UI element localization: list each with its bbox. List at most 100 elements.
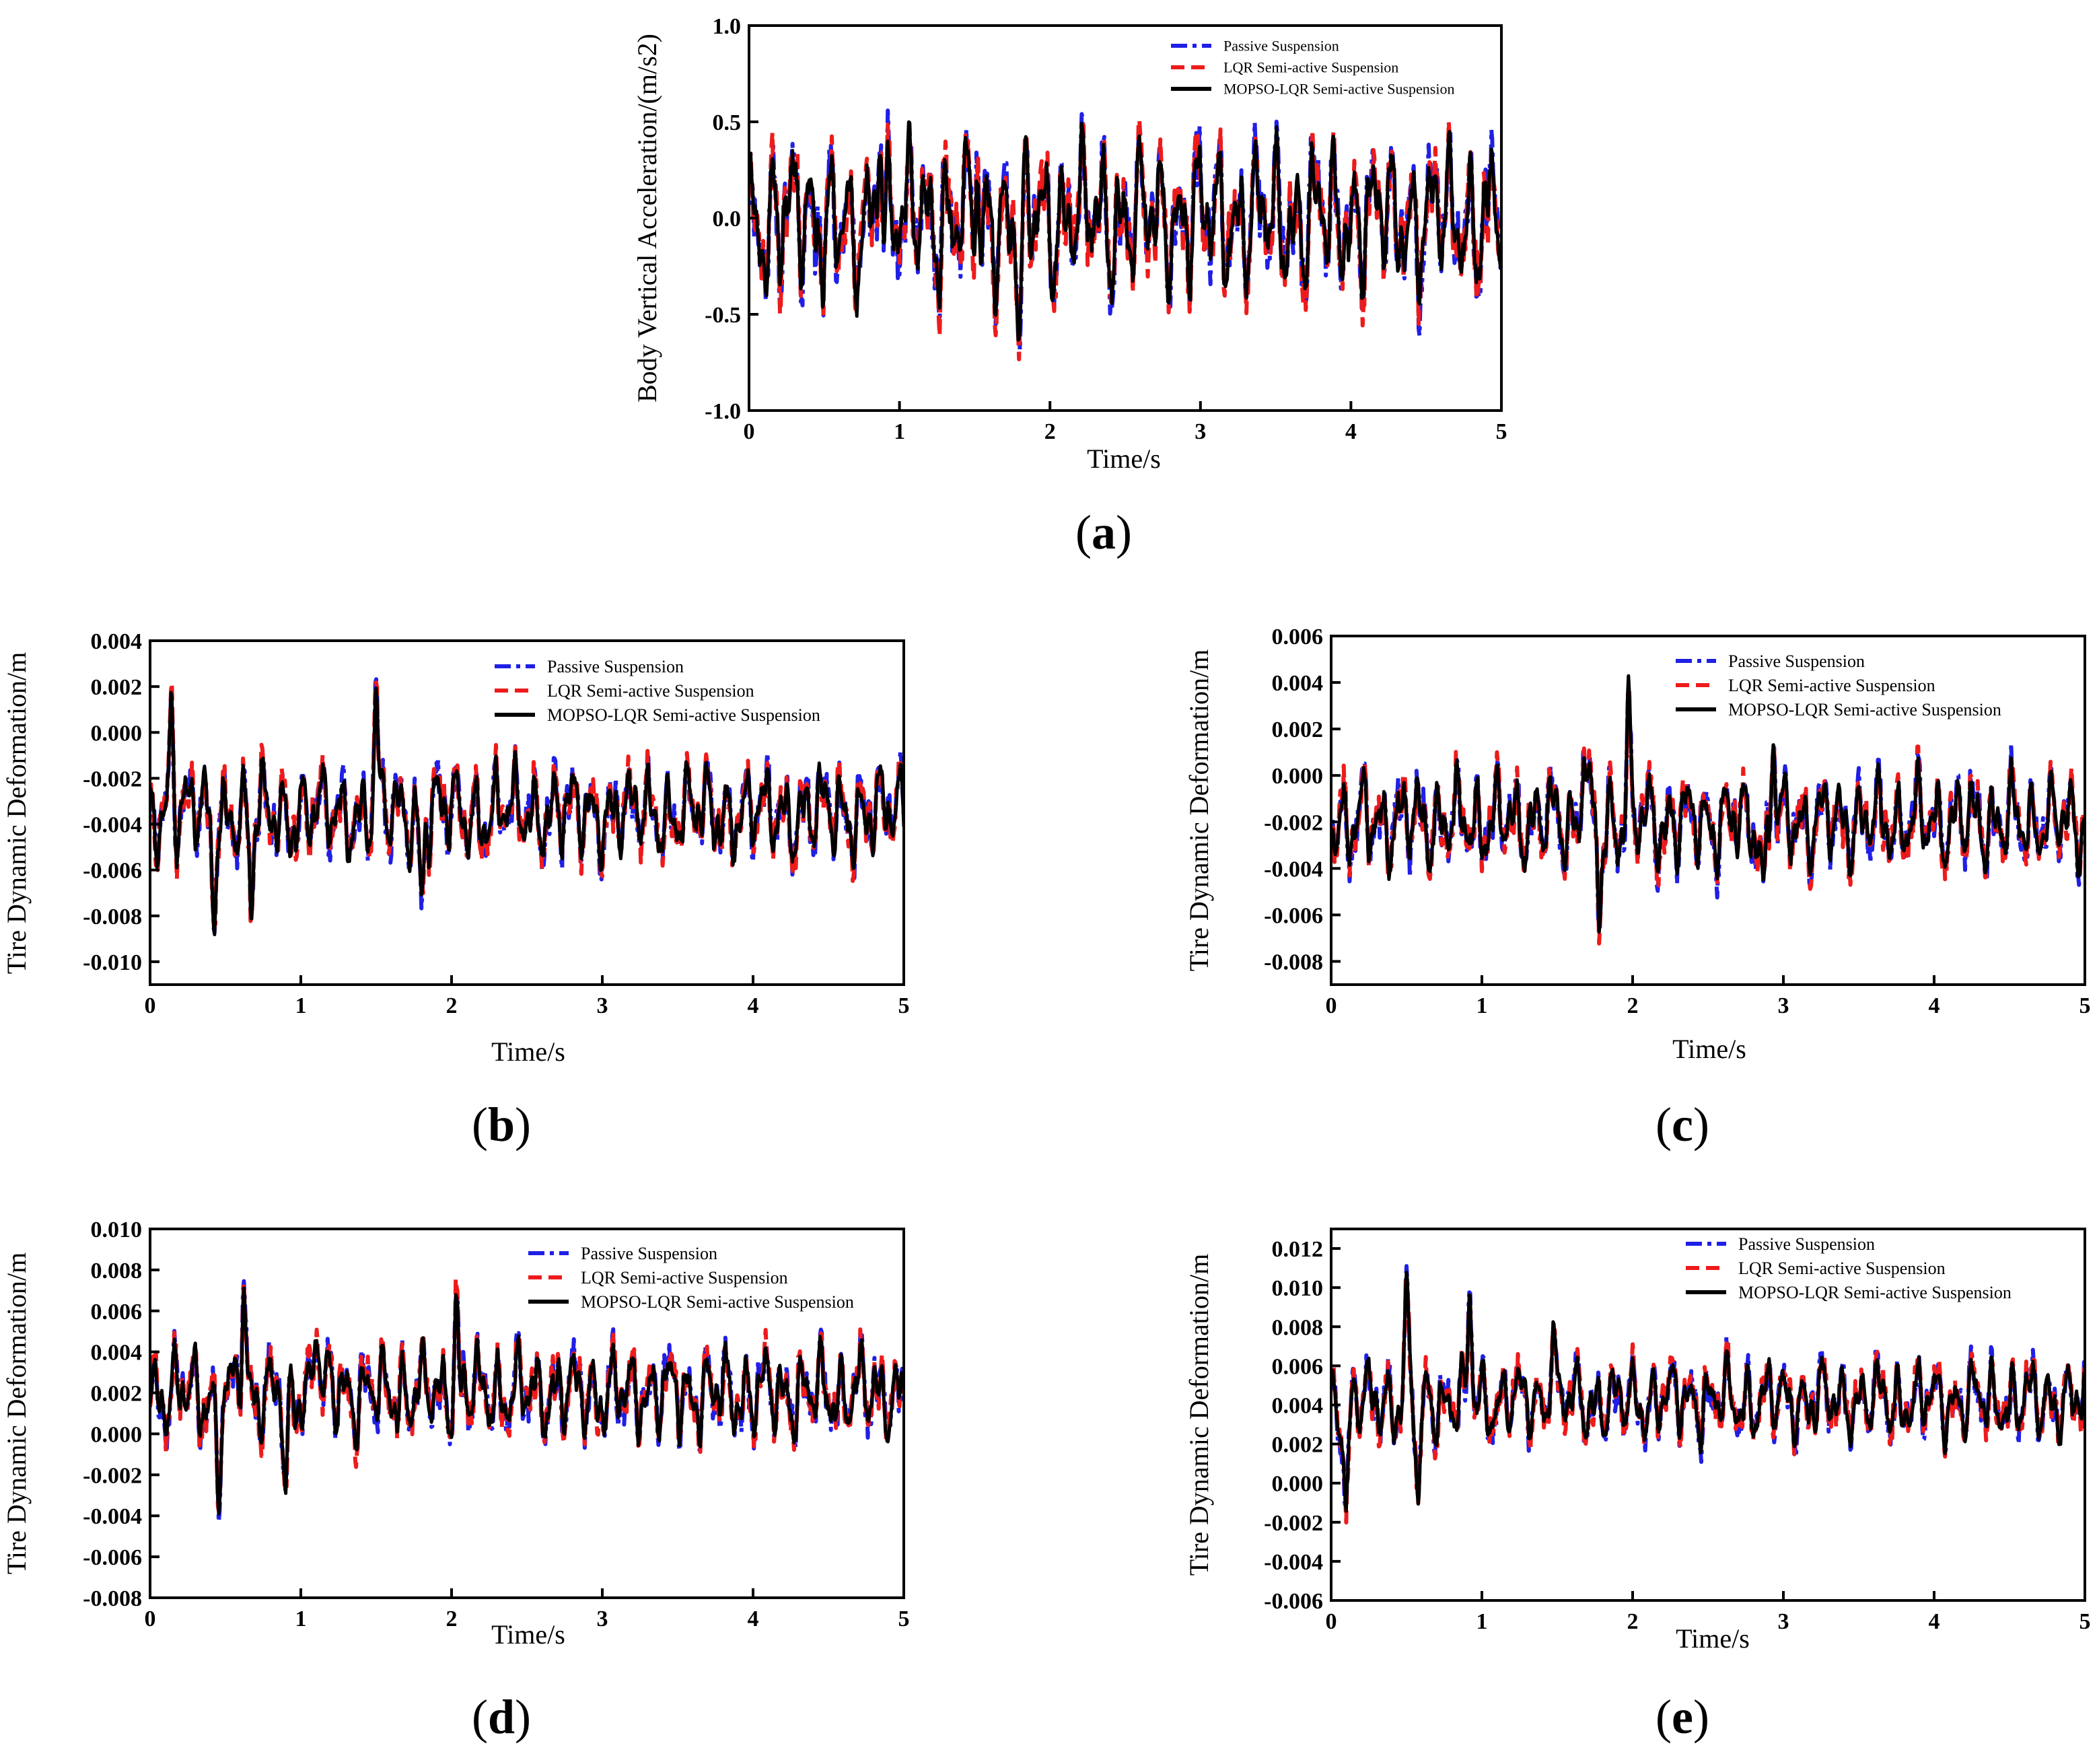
legend-label: LQR Semi-active Suspension <box>1728 676 1935 695</box>
x-tick-label: 1 <box>1477 993 1488 1018</box>
y-tick-label: 0.006 <box>1272 625 1324 649</box>
plot-frame <box>149 1228 905 1599</box>
x-tick-label: 5 <box>898 1607 910 1631</box>
y-tick-label: -0.004 <box>83 1504 142 1529</box>
panel-label-letter: a <box>1092 505 1116 559</box>
x-tick-label: 3 <box>597 1607 608 1631</box>
y-tick-label: -0.010 <box>83 950 142 975</box>
legend-label: LQR Semi-active Suspension <box>1738 1259 1946 1278</box>
y-tick-label: -0.006 <box>83 859 142 884</box>
legend-label: MOPSO-LQR Semi-active Suspension <box>1728 700 2001 719</box>
x-tick-label: 0 <box>145 993 156 1018</box>
x-axis-label: Time/s <box>1672 1034 1746 1064</box>
legend-label: LQR Semi-active Suspension <box>581 1268 788 1287</box>
x-tick-label: 0 <box>1326 1609 1337 1634</box>
panel-label-letter: b <box>488 1098 515 1152</box>
plot-frame <box>149 639 905 986</box>
x-axis-label: Time/s <box>1676 1623 1750 1654</box>
x-tick-label: 5 <box>898 993 910 1018</box>
y-tick-label: -0.004 <box>1264 857 1323 882</box>
panel-label-open: ( <box>472 1098 488 1152</box>
panel-label-close: ) <box>515 1690 531 1744</box>
chart-a: 0 1 2 3 4 5 -1.0 -0.5 0.0 0.5 1.0 Time/s Body Vertic… <box>632 14 1507 559</box>
series-line-mopso <box>150 686 904 937</box>
y-tick-label: 0.000 <box>91 721 143 746</box>
x-tick-label: 0 <box>1326 993 1337 1018</box>
x-tick-label: 2 <box>1627 1609 1639 1634</box>
x-tick-label: 5 <box>2079 1609 2091 1634</box>
panel-label-letter: c <box>1672 1098 1693 1152</box>
y-tick-label: -1.0 <box>705 399 741 424</box>
y-tick-label: -0.002 <box>1264 1511 1323 1536</box>
y-tick-label: -0.006 <box>1264 1589 1323 1614</box>
y-tick-label: -0.008 <box>1264 950 1323 975</box>
y-axis-label: Tire Dynamic Deformation/m <box>1184 1254 1214 1576</box>
y-tick-label: 0.006 <box>91 1300 143 1325</box>
series-line-mopso <box>749 120 1501 342</box>
panel-label: (d) <box>472 1690 531 1744</box>
panel-label-close: ) <box>1693 1098 1709 1152</box>
y-tick-label: -0.002 <box>1264 810 1323 835</box>
x-tick-label: 1 <box>295 1607 307 1631</box>
y-tick-label: 0.008 <box>1272 1315 1324 1340</box>
x-tick-label: 4 <box>748 1607 759 1631</box>
x-tick-label: 5 <box>1496 419 1507 444</box>
legend-label: Passive Suspension <box>547 657 684 676</box>
y-tick-label: -0.006 <box>83 1545 142 1570</box>
legend-label: MOPSO-LQR Semi-active Suspension <box>1738 1283 2012 1302</box>
y-axis-label: Tire Dynamic Deformation/m <box>1184 649 1214 971</box>
plot-frame <box>1330 635 2086 986</box>
x-tick-label: 1 <box>894 419 905 444</box>
y-tick-label: 0.002 <box>91 1382 143 1407</box>
y-tick-label: 0.000 <box>91 1422 143 1447</box>
y-tick-label: 0.5 <box>713 110 742 135</box>
x-tick-label: 0 <box>744 419 755 444</box>
legend-label: MOPSO-LQR Semi-active Suspension <box>581 1292 854 1312</box>
x-tick-label: 3 <box>597 993 608 1018</box>
legend-label: Passive Suspension <box>581 1244 717 1263</box>
x-tick-label: 4 <box>1929 993 1940 1018</box>
y-tick-label: 0.010 <box>91 1218 143 1242</box>
panel-label-open: ( <box>472 1690 488 1744</box>
y-tick-label: 0.000 <box>1272 1472 1324 1497</box>
panel-label: (a) <box>1075 505 1132 559</box>
x-tick-label: 2 <box>446 1607 458 1631</box>
y-tick-label: 0.002 <box>1272 717 1324 742</box>
panel-label-close: ) <box>1116 505 1132 559</box>
x-axis-label: Time/s <box>491 1619 565 1650</box>
y-tick-label: 0.010 <box>1272 1276 1324 1301</box>
panel-label-close: ) <box>1693 1690 1709 1744</box>
chart-b: 0 1 2 3 4 5 -0.010 -0.008 -0.006 -0.004 -0.002 0.00… <box>1 629 910 1152</box>
panel-label: (c) <box>1656 1098 1709 1152</box>
plot-frame <box>1330 1228 2086 1602</box>
y-tick-label: -0.5 <box>705 303 741 328</box>
chart-c: 0 1 2 3 4 5 -0.008 -0.006 -0.004 -0.002 0.000 0.002… <box>1184 625 2091 1152</box>
legend-label: LQR Semi-active Suspension <box>547 681 754 701</box>
y-tick-label: 0.008 <box>91 1259 143 1283</box>
y-tick-label: 0.006 <box>1272 1354 1324 1379</box>
legend-label: MOPSO-LQR Semi-active Suspension <box>547 705 820 725</box>
y-tick-label: 0.012 <box>1272 1237 1324 1262</box>
y-tick-label: 0.004 <box>1272 1393 1324 1418</box>
x-tick-label: 2 <box>1627 993 1639 1018</box>
panel-label-letter: e <box>1672 1690 1693 1744</box>
panel-label-close: ) <box>515 1098 531 1152</box>
x-tick-label: 3 <box>1778 1609 1789 1634</box>
y-tick-label: -0.006 <box>1264 903 1323 928</box>
legend-label: MOPSO-LQR Semi-active Suspension <box>1223 81 1454 98</box>
y-tick-label: -0.008 <box>83 1586 142 1611</box>
y-tick-label: 0.004 <box>91 629 143 654</box>
legend-label: Passive Suspension <box>1728 651 1865 671</box>
chart-e: 0 1 2 3 4 5 -0.006 -0.004 -0.002 0.000 0.002 0.004 0… <box>1184 1228 2091 1744</box>
x-tick-label: 0 <box>145 1607 156 1631</box>
y-tick-label: 0.002 <box>1272 1433 1324 1458</box>
x-axis-label: Time/s <box>491 1036 565 1067</box>
panel-label-open: ( <box>1656 1098 1672 1152</box>
y-tick-label: 0.000 <box>1272 764 1324 789</box>
x-tick-label: 1 <box>295 993 307 1018</box>
x-tick-label: 4 <box>748 993 759 1018</box>
panel-label-open: ( <box>1075 505 1092 559</box>
x-tick-label: 4 <box>1345 419 1357 444</box>
legend-label: Passive Suspension <box>1223 38 1339 55</box>
